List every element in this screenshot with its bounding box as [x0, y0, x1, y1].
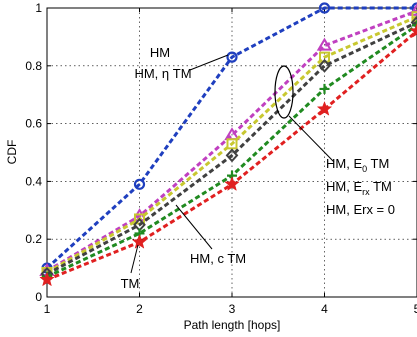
data-point	[412, 20, 417, 31]
data-point	[319, 83, 330, 94]
annotation-hm-eta: HM, η TM	[134, 66, 191, 81]
annotation-pointer-c	[175, 204, 213, 250]
annotation-hm-e0: HM, E0 TM	[326, 156, 389, 174]
annotation-ellipse	[274, 65, 294, 119]
data-point	[226, 138, 238, 150]
data-point	[409, 22, 417, 38]
y-tick-label: 0.8	[25, 59, 42, 73]
series-6	[39, 22, 417, 287]
annotation-pointer-ellipse	[288, 115, 335, 163]
data-point	[133, 178, 146, 190]
y-tick-label: 0.2	[25, 232, 42, 246]
x-tick-label: 5	[414, 302, 417, 316]
annotation-tm: TM	[121, 276, 140, 291]
y-tick-label: 0.4	[25, 174, 42, 188]
data-point	[131, 233, 148, 249]
x-tick-label: 1	[44, 302, 51, 316]
y-tick-label: 1	[35, 1, 42, 15]
data-point	[411, 2, 417, 14]
series-line	[46, 21, 417, 276]
annotation-hm-c: HM, c TM	[190, 251, 246, 266]
x-axis-label: Path length [hops]	[184, 318, 281, 332]
x-tick-label: 2	[136, 302, 143, 316]
data-point	[411, 11, 417, 23]
series-line	[46, 9, 417, 273]
annotation-pointer-eta	[189, 54, 229, 71]
data-point	[225, 148, 239, 163]
data-point	[318, 58, 331, 73]
annotation-hm-erx: HM, Erx TM	[326, 179, 392, 197]
series-4	[40, 15, 417, 281]
annotation-hm-top: HM	[150, 45, 170, 60]
data-point	[39, 271, 55, 287]
x-tick-label: 3	[229, 302, 236, 316]
data-point	[410, 15, 417, 30]
annotation-hm-erx0: HM, Erx = 0	[326, 202, 395, 217]
y-axis-label: CDF	[5, 140, 19, 165]
axis-ticks: 1 2 3 4 5 0 0.2 0.4 0.6 0.8 1	[25, 1, 417, 316]
data-point	[318, 2, 331, 14]
data-point	[224, 176, 240, 191]
data-point	[316, 101, 333, 116]
data-point	[226, 51, 238, 63]
x-tick-label: 4	[321, 302, 328, 316]
series-line	[46, 15, 417, 274]
data-point	[316, 37, 333, 51]
series-line	[45, 6, 417, 270]
series-group	[39, 2, 417, 287]
annotation-pointer-tm	[130, 244, 139, 274]
y-tick-label: 0.6	[25, 117, 42, 131]
y-tick-label: 0	[35, 290, 42, 304]
data-point	[409, 2, 417, 16]
